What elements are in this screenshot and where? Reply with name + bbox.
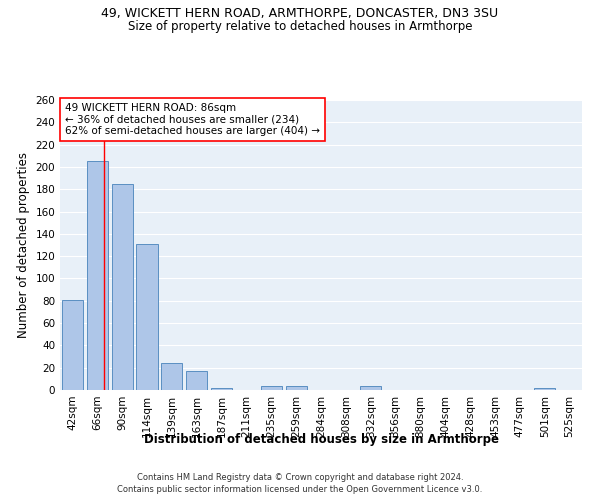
Bar [62,300,83,390]
Bar [360,386,381,390]
Bar [87,162,108,390]
Text: Size of property relative to detached houses in Armthorpe: Size of property relative to detached ho… [128,20,472,33]
Text: 49, WICKETT HERN ROAD, ARMTHORPE, DONCASTER, DN3 3SU: 49, WICKETT HERN ROAD, ARMTHORPE, DONCAS… [101,8,499,20]
Text: 49 WICKETT HERN ROAD: 86sqm
← 36% of detached houses are smaller (234)
62% of se: 49 WICKETT HERN ROAD: 86sqm ← 36% of det… [65,103,320,136]
Text: Distribution of detached houses by size in Armthorpe: Distribution of detached houses by size … [143,432,499,446]
Bar [186,371,207,390]
Y-axis label: Number of detached properties: Number of detached properties [17,152,30,338]
Bar [286,386,307,390]
Bar [261,386,282,390]
Bar [534,388,555,390]
Text: Contains public sector information licensed under the Open Government Licence v3: Contains public sector information licen… [118,485,482,494]
Bar [161,363,182,390]
Text: Contains HM Land Registry data © Crown copyright and database right 2024.: Contains HM Land Registry data © Crown c… [137,472,463,482]
Bar [112,184,133,390]
Bar [136,244,158,390]
Bar [211,388,232,390]
